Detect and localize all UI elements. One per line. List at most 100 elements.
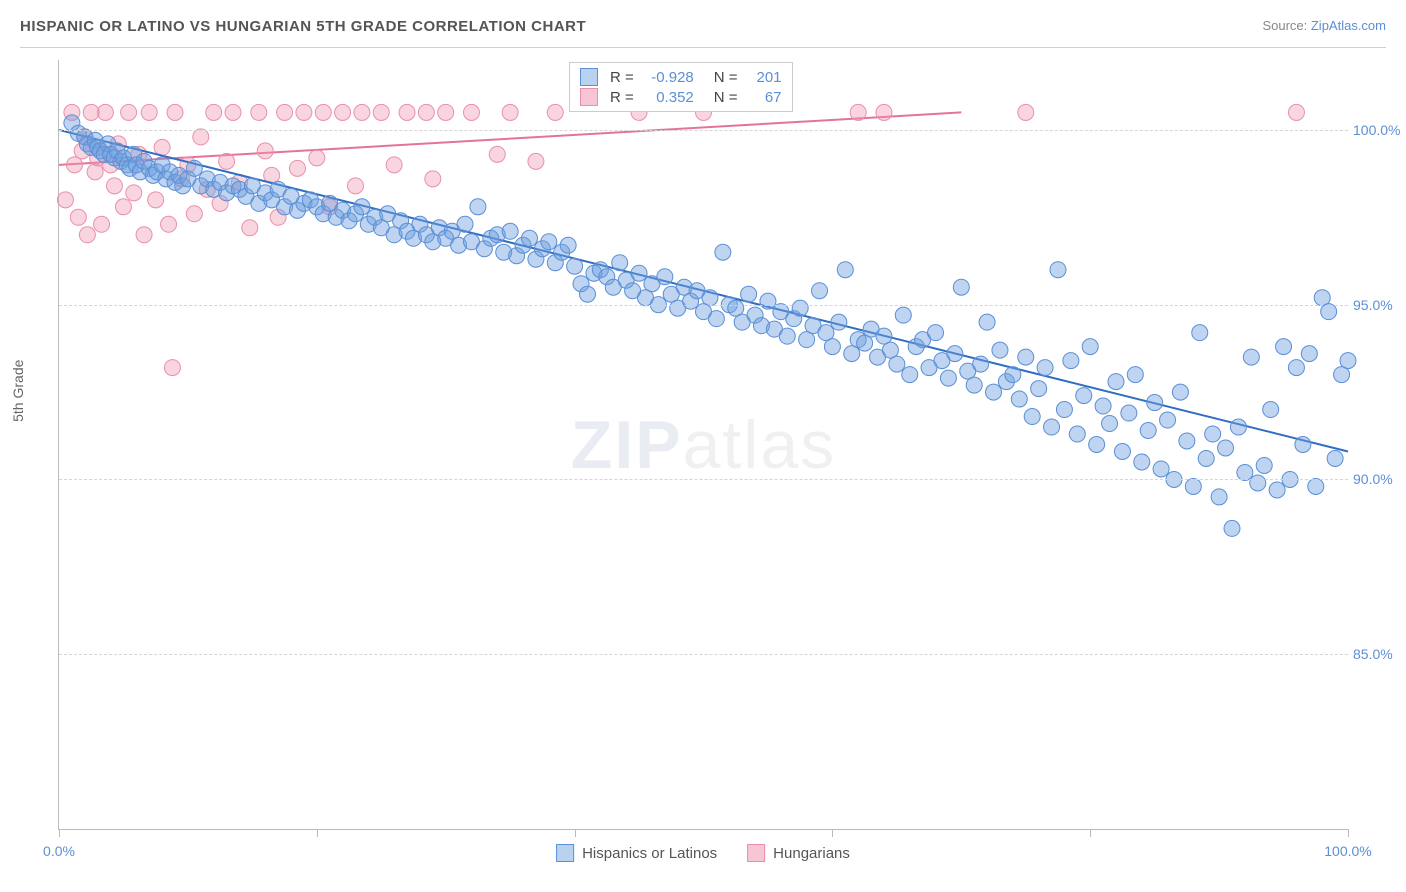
data-point bbox=[373, 104, 389, 120]
data-point bbox=[812, 283, 828, 299]
legend-swatch bbox=[580, 68, 598, 86]
data-point bbox=[277, 104, 293, 120]
data-point bbox=[1192, 325, 1208, 341]
data-point bbox=[354, 104, 370, 120]
legend-swatch bbox=[556, 844, 574, 862]
data-point bbox=[1230, 419, 1246, 435]
data-point bbox=[715, 244, 731, 260]
data-point bbox=[289, 160, 305, 176]
data-point bbox=[1095, 398, 1111, 414]
data-point bbox=[1327, 450, 1343, 466]
data-point bbox=[1172, 384, 1188, 400]
data-point bbox=[70, 209, 86, 225]
data-point bbox=[973, 356, 989, 372]
x-tick bbox=[832, 829, 833, 837]
data-point bbox=[1276, 339, 1292, 355]
scatter-svg bbox=[59, 60, 1348, 829]
data-point bbox=[521, 230, 537, 246]
y-tick-label: 90.0% bbox=[1353, 471, 1406, 487]
data-point bbox=[1044, 419, 1060, 435]
data-point bbox=[1114, 443, 1130, 459]
stat-label-r: R = bbox=[610, 89, 634, 106]
data-point bbox=[206, 104, 222, 120]
legend-label: Hispanics or Latinos bbox=[582, 845, 717, 862]
data-point bbox=[154, 139, 170, 155]
data-point bbox=[837, 262, 853, 278]
data-point bbox=[1295, 437, 1311, 453]
data-point bbox=[83, 104, 99, 120]
data-point bbox=[354, 199, 370, 215]
data-point bbox=[1205, 426, 1221, 442]
data-point bbox=[1089, 437, 1105, 453]
stat-value-n: 67 bbox=[746, 89, 782, 106]
legend-item: Hungarians bbox=[747, 844, 850, 862]
data-point bbox=[94, 216, 110, 232]
data-point bbox=[1340, 353, 1356, 369]
data-point bbox=[1147, 395, 1163, 411]
stats-legend-box: R =-0.928N =201R =0.352N =67 bbox=[569, 62, 793, 112]
data-point bbox=[115, 199, 131, 215]
data-point bbox=[953, 279, 969, 295]
y-tick-label: 95.0% bbox=[1353, 297, 1406, 313]
data-point bbox=[541, 234, 557, 250]
data-point bbox=[1076, 388, 1092, 404]
data-point bbox=[148, 192, 164, 208]
data-point bbox=[1301, 346, 1317, 362]
data-point bbox=[902, 367, 918, 383]
data-point bbox=[966, 377, 982, 393]
y-axis-label: 5th Grade bbox=[10, 360, 26, 422]
data-point bbox=[335, 104, 351, 120]
data-point bbox=[347, 178, 363, 194]
data-point bbox=[257, 143, 273, 159]
data-point bbox=[657, 269, 673, 285]
x-tick-label: 100.0% bbox=[1324, 843, 1371, 859]
data-point bbox=[87, 164, 103, 180]
data-point bbox=[1263, 402, 1279, 418]
data-point bbox=[1308, 478, 1324, 494]
source-link[interactable]: ZipAtlas.com bbox=[1311, 18, 1386, 33]
data-point bbox=[567, 258, 583, 274]
stats-row: R =-0.928N =201 bbox=[580, 67, 782, 87]
x-tick-label: 0.0% bbox=[43, 843, 75, 859]
data-point bbox=[1288, 360, 1304, 376]
source-attribution: Source: ZipAtlas.com bbox=[1262, 18, 1386, 33]
data-point bbox=[1288, 104, 1304, 120]
legend-swatch bbox=[747, 844, 765, 862]
data-point bbox=[418, 104, 434, 120]
data-point bbox=[1108, 374, 1124, 390]
data-point bbox=[895, 307, 911, 323]
data-point bbox=[1218, 440, 1234, 456]
data-point bbox=[547, 104, 563, 120]
stats-row: R =0.352N =67 bbox=[580, 87, 782, 107]
data-point bbox=[702, 290, 718, 306]
data-point bbox=[850, 104, 866, 120]
data-point bbox=[315, 104, 331, 120]
data-point bbox=[242, 220, 258, 236]
gridline bbox=[59, 479, 1348, 480]
data-point bbox=[1198, 450, 1214, 466]
x-tick bbox=[317, 829, 318, 837]
data-point bbox=[940, 370, 956, 386]
y-tick-label: 100.0% bbox=[1353, 122, 1406, 138]
title-bar: HISPANIC OR LATINO VS HUNGARIAN 5TH GRAD… bbox=[20, 18, 1386, 48]
data-point bbox=[186, 160, 202, 176]
data-point bbox=[457, 216, 473, 232]
data-point bbox=[1018, 104, 1034, 120]
data-point bbox=[1056, 402, 1072, 418]
data-point bbox=[1250, 475, 1266, 491]
x-tick bbox=[575, 829, 576, 837]
data-point bbox=[463, 104, 479, 120]
data-point bbox=[631, 265, 647, 281]
x-tick bbox=[1090, 829, 1091, 837]
x-tick bbox=[59, 829, 60, 837]
data-point bbox=[741, 286, 757, 302]
chart-container: ZIPatlas R =-0.928N =201R =0.352N =67 85… bbox=[58, 60, 1348, 830]
data-point bbox=[612, 255, 628, 271]
data-point bbox=[1102, 416, 1118, 432]
data-point bbox=[760, 293, 776, 309]
data-point bbox=[1140, 423, 1156, 439]
data-point bbox=[164, 360, 180, 376]
data-point bbox=[831, 314, 847, 330]
data-point bbox=[296, 104, 312, 120]
data-point bbox=[1134, 454, 1150, 470]
